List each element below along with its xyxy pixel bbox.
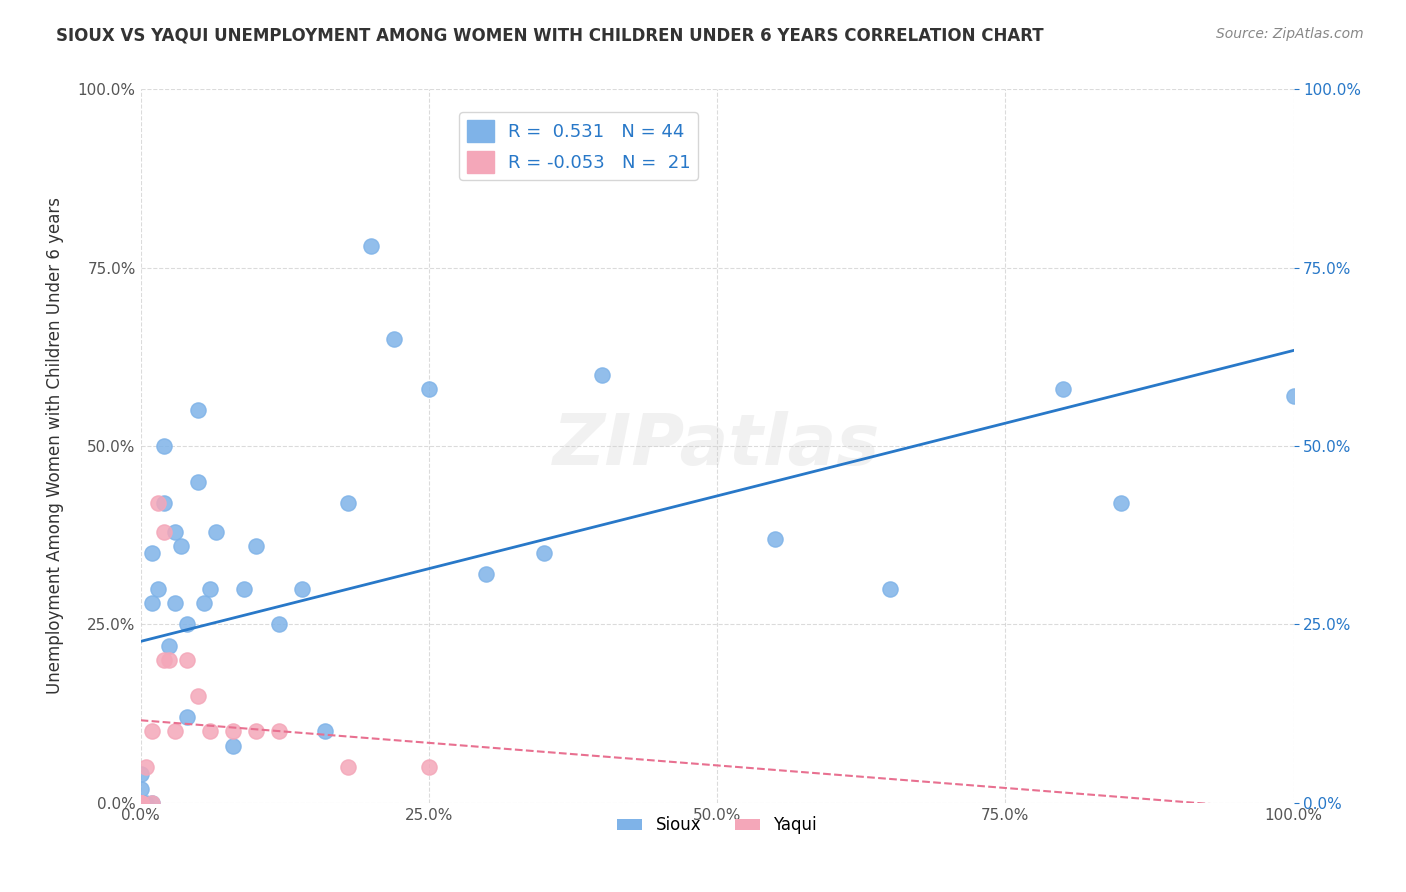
Point bbox=[591, 368, 613, 382]
Point bbox=[129, 796, 152, 810]
Point bbox=[198, 724, 221, 739]
Point bbox=[141, 724, 163, 739]
Point bbox=[533, 546, 555, 560]
Point bbox=[129, 796, 152, 810]
Point bbox=[129, 796, 152, 810]
Point bbox=[129, 796, 152, 810]
Point bbox=[291, 582, 314, 596]
Point bbox=[1109, 496, 1132, 510]
Point bbox=[152, 653, 174, 667]
Point bbox=[418, 382, 440, 396]
Point bbox=[267, 617, 290, 632]
Point bbox=[129, 796, 152, 810]
Legend: Sioux, Yaqui: Sioux, Yaqui bbox=[610, 810, 824, 841]
Point bbox=[152, 524, 174, 539]
Point bbox=[176, 653, 198, 667]
Point bbox=[176, 617, 198, 632]
Point bbox=[204, 524, 226, 539]
Point bbox=[141, 796, 163, 810]
Point bbox=[187, 689, 209, 703]
Point bbox=[475, 567, 498, 582]
Point bbox=[165, 724, 187, 739]
Point bbox=[141, 546, 163, 560]
Point bbox=[187, 475, 209, 489]
Point bbox=[129, 796, 152, 810]
Point bbox=[152, 439, 174, 453]
Point bbox=[129, 781, 152, 796]
Point bbox=[245, 539, 267, 553]
Point bbox=[176, 710, 198, 724]
Point bbox=[152, 496, 174, 510]
Point bbox=[129, 796, 152, 810]
Point bbox=[382, 332, 405, 346]
Point bbox=[193, 596, 215, 610]
Text: SIOUX VS YAQUI UNEMPLOYMENT AMONG WOMEN WITH CHILDREN UNDER 6 YEARS CORRELATION : SIOUX VS YAQUI UNEMPLOYMENT AMONG WOMEN … bbox=[56, 27, 1043, 45]
Point bbox=[129, 767, 152, 781]
Point bbox=[198, 582, 221, 596]
Point bbox=[337, 760, 360, 774]
Point bbox=[418, 760, 440, 774]
Point bbox=[763, 532, 786, 546]
Text: ZIPatlas: ZIPatlas bbox=[554, 411, 880, 481]
Point bbox=[1282, 389, 1305, 403]
Point bbox=[170, 539, 193, 553]
Point bbox=[337, 496, 360, 510]
Point bbox=[129, 796, 152, 810]
Point bbox=[146, 582, 169, 596]
Point bbox=[159, 639, 180, 653]
Point bbox=[146, 496, 169, 510]
Point bbox=[245, 724, 267, 739]
Point bbox=[129, 796, 152, 810]
Point bbox=[141, 596, 163, 610]
Point bbox=[135, 760, 157, 774]
Point bbox=[141, 796, 163, 810]
Point bbox=[165, 524, 187, 539]
Point bbox=[314, 724, 336, 739]
Point bbox=[129, 796, 152, 810]
Point bbox=[135, 796, 157, 810]
Y-axis label: Unemployment Among Women with Children Under 6 years: Unemployment Among Women with Children U… bbox=[46, 197, 63, 695]
Point bbox=[1052, 382, 1074, 396]
Point bbox=[267, 724, 290, 739]
Point bbox=[187, 403, 209, 417]
Point bbox=[233, 582, 256, 596]
Point bbox=[222, 739, 245, 753]
Point bbox=[129, 796, 152, 810]
Point bbox=[879, 582, 901, 596]
Point bbox=[360, 239, 382, 253]
Text: Source: ZipAtlas.com: Source: ZipAtlas.com bbox=[1216, 27, 1364, 41]
Point bbox=[165, 596, 187, 610]
Point bbox=[159, 653, 180, 667]
Point bbox=[222, 724, 245, 739]
